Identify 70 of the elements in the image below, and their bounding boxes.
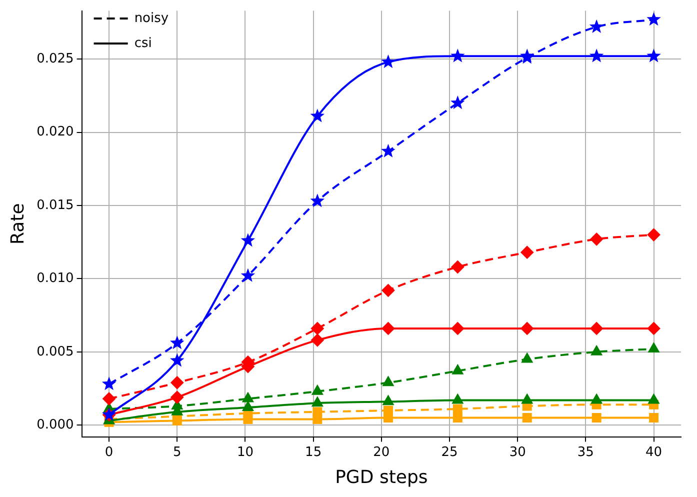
point xyxy=(451,260,464,274)
point xyxy=(452,394,464,404)
point xyxy=(382,322,395,335)
point xyxy=(452,364,464,374)
point xyxy=(170,336,184,350)
point xyxy=(240,233,256,247)
point xyxy=(240,268,256,282)
y-tick-label: 0.015 xyxy=(36,198,74,213)
point xyxy=(102,376,116,390)
point xyxy=(649,413,659,423)
point xyxy=(170,353,184,367)
point xyxy=(522,413,532,423)
point xyxy=(382,395,394,406)
point xyxy=(310,334,324,347)
point xyxy=(242,392,254,402)
x-tick-label: 35 xyxy=(577,444,594,460)
legend-label: noisy xyxy=(134,10,169,26)
y-tick-label: 0.020 xyxy=(36,124,74,140)
x-tick-label: 0 xyxy=(104,444,114,460)
x-axis-title: PGD steps xyxy=(335,466,428,488)
point xyxy=(648,342,660,352)
point xyxy=(452,413,462,423)
point xyxy=(521,394,533,404)
x-tick-label: 40 xyxy=(645,444,662,460)
point xyxy=(451,322,464,335)
point xyxy=(312,384,324,395)
point xyxy=(450,48,465,62)
point xyxy=(590,394,602,404)
point xyxy=(450,96,465,110)
y-tick-label: 0.025 xyxy=(36,51,74,66)
x-tick-label: 15 xyxy=(305,444,322,460)
point xyxy=(381,54,396,68)
point xyxy=(647,322,660,335)
point xyxy=(452,404,462,414)
point xyxy=(589,19,604,33)
point xyxy=(646,48,661,62)
point xyxy=(647,228,660,242)
y-tick-label: 0.000 xyxy=(36,417,74,432)
point xyxy=(648,394,660,404)
point xyxy=(383,406,393,416)
point xyxy=(310,108,325,122)
point xyxy=(242,401,254,412)
point xyxy=(590,322,604,335)
point xyxy=(590,232,604,246)
point xyxy=(312,396,324,407)
point xyxy=(310,322,324,335)
point xyxy=(592,413,602,423)
x-tick-label: 30 xyxy=(509,444,526,460)
point xyxy=(520,322,534,335)
point xyxy=(590,345,602,356)
point xyxy=(382,284,395,297)
point xyxy=(646,12,661,26)
y-tick-label: 0.005 xyxy=(36,344,74,360)
point xyxy=(589,48,604,62)
x-tick-label: 25 xyxy=(441,444,458,460)
point xyxy=(521,352,533,363)
point xyxy=(312,407,322,417)
point xyxy=(382,376,394,386)
x-tick-label: 5 xyxy=(173,444,182,460)
point xyxy=(520,246,534,259)
x-tick-label: 10 xyxy=(236,444,254,460)
point xyxy=(102,392,116,406)
point xyxy=(170,376,184,390)
y-axis-title: Rate xyxy=(7,203,28,244)
y-tick-label: 0.010 xyxy=(36,271,74,286)
point xyxy=(381,144,396,158)
point xyxy=(310,194,325,208)
point xyxy=(170,390,184,404)
legend-label: csi xyxy=(134,36,152,51)
x-tick-label: 20 xyxy=(373,444,390,460)
